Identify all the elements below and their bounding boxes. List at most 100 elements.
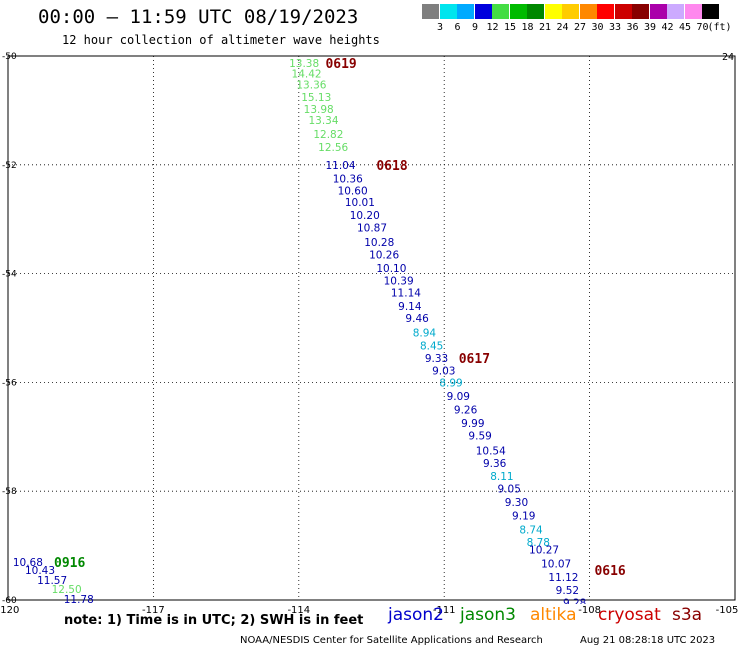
legend-label: 36 xyxy=(626,22,639,33)
wave-height-point: 12.56 xyxy=(318,142,348,154)
satellite-label-jason3: jason3 xyxy=(460,605,516,625)
x-tick-label: -114 xyxy=(287,605,310,616)
wave-height-point: 12.50 xyxy=(52,584,82,596)
satellite-label-cryosat: cryosat xyxy=(598,605,661,625)
legend-label: 70 xyxy=(696,22,709,33)
legend-label: 42 xyxy=(661,22,674,33)
wave-height-point: 10.39 xyxy=(384,276,414,288)
legend-label: 15 xyxy=(503,22,517,33)
wave-height-point: 9.46 xyxy=(405,313,429,325)
wave-height-point: 8.11 xyxy=(490,471,513,483)
legend-label: 27 xyxy=(573,22,587,33)
corner-value-label: 24 xyxy=(722,52,735,63)
legend-swatch xyxy=(579,4,597,19)
pass-time-label: 0618 xyxy=(376,159,407,174)
legend-swatch xyxy=(702,4,719,19)
wave-height-point: 10.26 xyxy=(369,250,399,262)
legend-swatch xyxy=(457,4,474,19)
wave-height-point: 10.07 xyxy=(541,559,571,571)
wave-height-point: 15.13 xyxy=(301,92,331,104)
chart-title: 00:00 — 11:59 UTC 08/19/2023 xyxy=(38,6,359,28)
generation-timestamp: Aug 21 08:28:18 UTC 2023 xyxy=(580,635,716,646)
wave-height-point: 8.99 xyxy=(439,377,462,389)
wave-height-point: 8.74 xyxy=(519,524,543,536)
wave-height-point: 11.14 xyxy=(391,288,421,300)
wave-height-point: 9.36 xyxy=(483,458,507,470)
wave-height-point: 11.72 xyxy=(139,643,169,650)
wave-height-point: 9.59 xyxy=(468,431,491,443)
legend-swatch xyxy=(597,4,614,19)
wave-height-point: 13.98 xyxy=(304,104,334,116)
legend-swatch xyxy=(649,4,667,19)
x-tick-label: -117 xyxy=(142,605,165,616)
pass-time-label: 0916 xyxy=(54,556,85,571)
wave-height-point: 9.14 xyxy=(398,301,422,313)
wave-height-point: 9.05 xyxy=(498,483,521,495)
wave-height-point: 11.57 xyxy=(37,575,67,587)
wave-height-point: 10.28 xyxy=(364,237,394,249)
legend-label: 39 xyxy=(643,22,657,33)
wave-height-point: 8.94 xyxy=(413,327,437,339)
wave-height-point: 9.99 xyxy=(461,418,484,430)
satellite-label-jason2: jason2 xyxy=(388,605,444,625)
legend-swatch xyxy=(614,4,632,19)
x-tick-label: -105 xyxy=(716,605,739,616)
wave-height-point: 12.82 xyxy=(313,129,343,141)
wave-height-point: 10.54 xyxy=(476,445,506,457)
wave-height-point: 8.78 xyxy=(527,537,550,549)
legend-label: 33 xyxy=(608,22,622,33)
wave-height-point: 9.52 xyxy=(556,585,579,597)
wave-height-point: 10.51 xyxy=(124,633,154,645)
y-tick-label: -50 xyxy=(2,52,17,62)
wave-height-point: 14.42 xyxy=(292,68,322,80)
y-tick-label: -60 xyxy=(2,596,17,606)
legend-label: 24 xyxy=(556,22,569,33)
legend-swatch xyxy=(632,4,649,19)
wave-height-point: 11.04 xyxy=(325,160,355,172)
footnote: note: 1) Time is in UTC; 2) SWH is in fe… xyxy=(64,613,364,628)
legend-swatch xyxy=(527,4,544,19)
credit-line: NOAA/NESDIS Center for Satellite Applica… xyxy=(240,635,543,646)
wave-height-point: 9.09 xyxy=(447,391,470,403)
wave-height-point: 9.26 xyxy=(454,405,478,417)
x-tick-label: -120 xyxy=(0,605,19,616)
legend-unit: (ft) xyxy=(707,22,732,33)
legend-swatch xyxy=(492,4,509,19)
legend-swatch xyxy=(684,4,702,19)
pass-time-label: 0617 xyxy=(459,352,490,367)
wave-height-point: 10.68 xyxy=(13,557,43,569)
wave-height-point: 9.33 xyxy=(425,353,448,365)
legend-swatch xyxy=(562,4,579,19)
wave-height-point: 10.36 xyxy=(333,173,363,185)
y-tick-label: -56 xyxy=(2,378,17,388)
wave-height-point: 9.19 xyxy=(512,511,535,523)
legend-label: 9 xyxy=(471,22,479,33)
legend-swatch xyxy=(422,4,439,19)
pass-time-label: 0619 xyxy=(325,57,356,72)
pass-time-label: 0616 xyxy=(594,564,625,579)
y-tick-label: -54 xyxy=(2,270,17,280)
wave-height-point: 10.10 xyxy=(376,263,406,275)
wave-height-point: 13.36 xyxy=(296,79,326,91)
satellite-label-s3a: s3a xyxy=(672,605,703,625)
plot-frame xyxy=(7,55,736,601)
wave-height-point: 8.45 xyxy=(420,340,443,352)
legend-label: 3 xyxy=(436,22,444,33)
x-tick-label: -108 xyxy=(578,605,601,616)
wave-height-point: 10.01 xyxy=(345,197,375,209)
wave-height-point: 10.27 xyxy=(529,544,559,556)
y-tick-label: -58 xyxy=(2,487,17,497)
legend-swatch xyxy=(474,4,492,19)
wave-height-point: 9.28 xyxy=(563,598,586,610)
y-tick-label: -52 xyxy=(2,161,17,171)
legend-label: 12 xyxy=(486,22,499,33)
satellite-label-altika: altika xyxy=(530,605,577,625)
legend-label: 30 xyxy=(591,22,604,33)
wave-height-point: 9.03 xyxy=(432,365,455,377)
legend-swatch xyxy=(439,4,457,19)
wave-height-point: 10.60 xyxy=(338,185,368,197)
wave-height-point: 11.78 xyxy=(64,594,94,606)
legend-label: 21 xyxy=(538,22,552,33)
wave-height-point: 10.20 xyxy=(350,210,380,222)
